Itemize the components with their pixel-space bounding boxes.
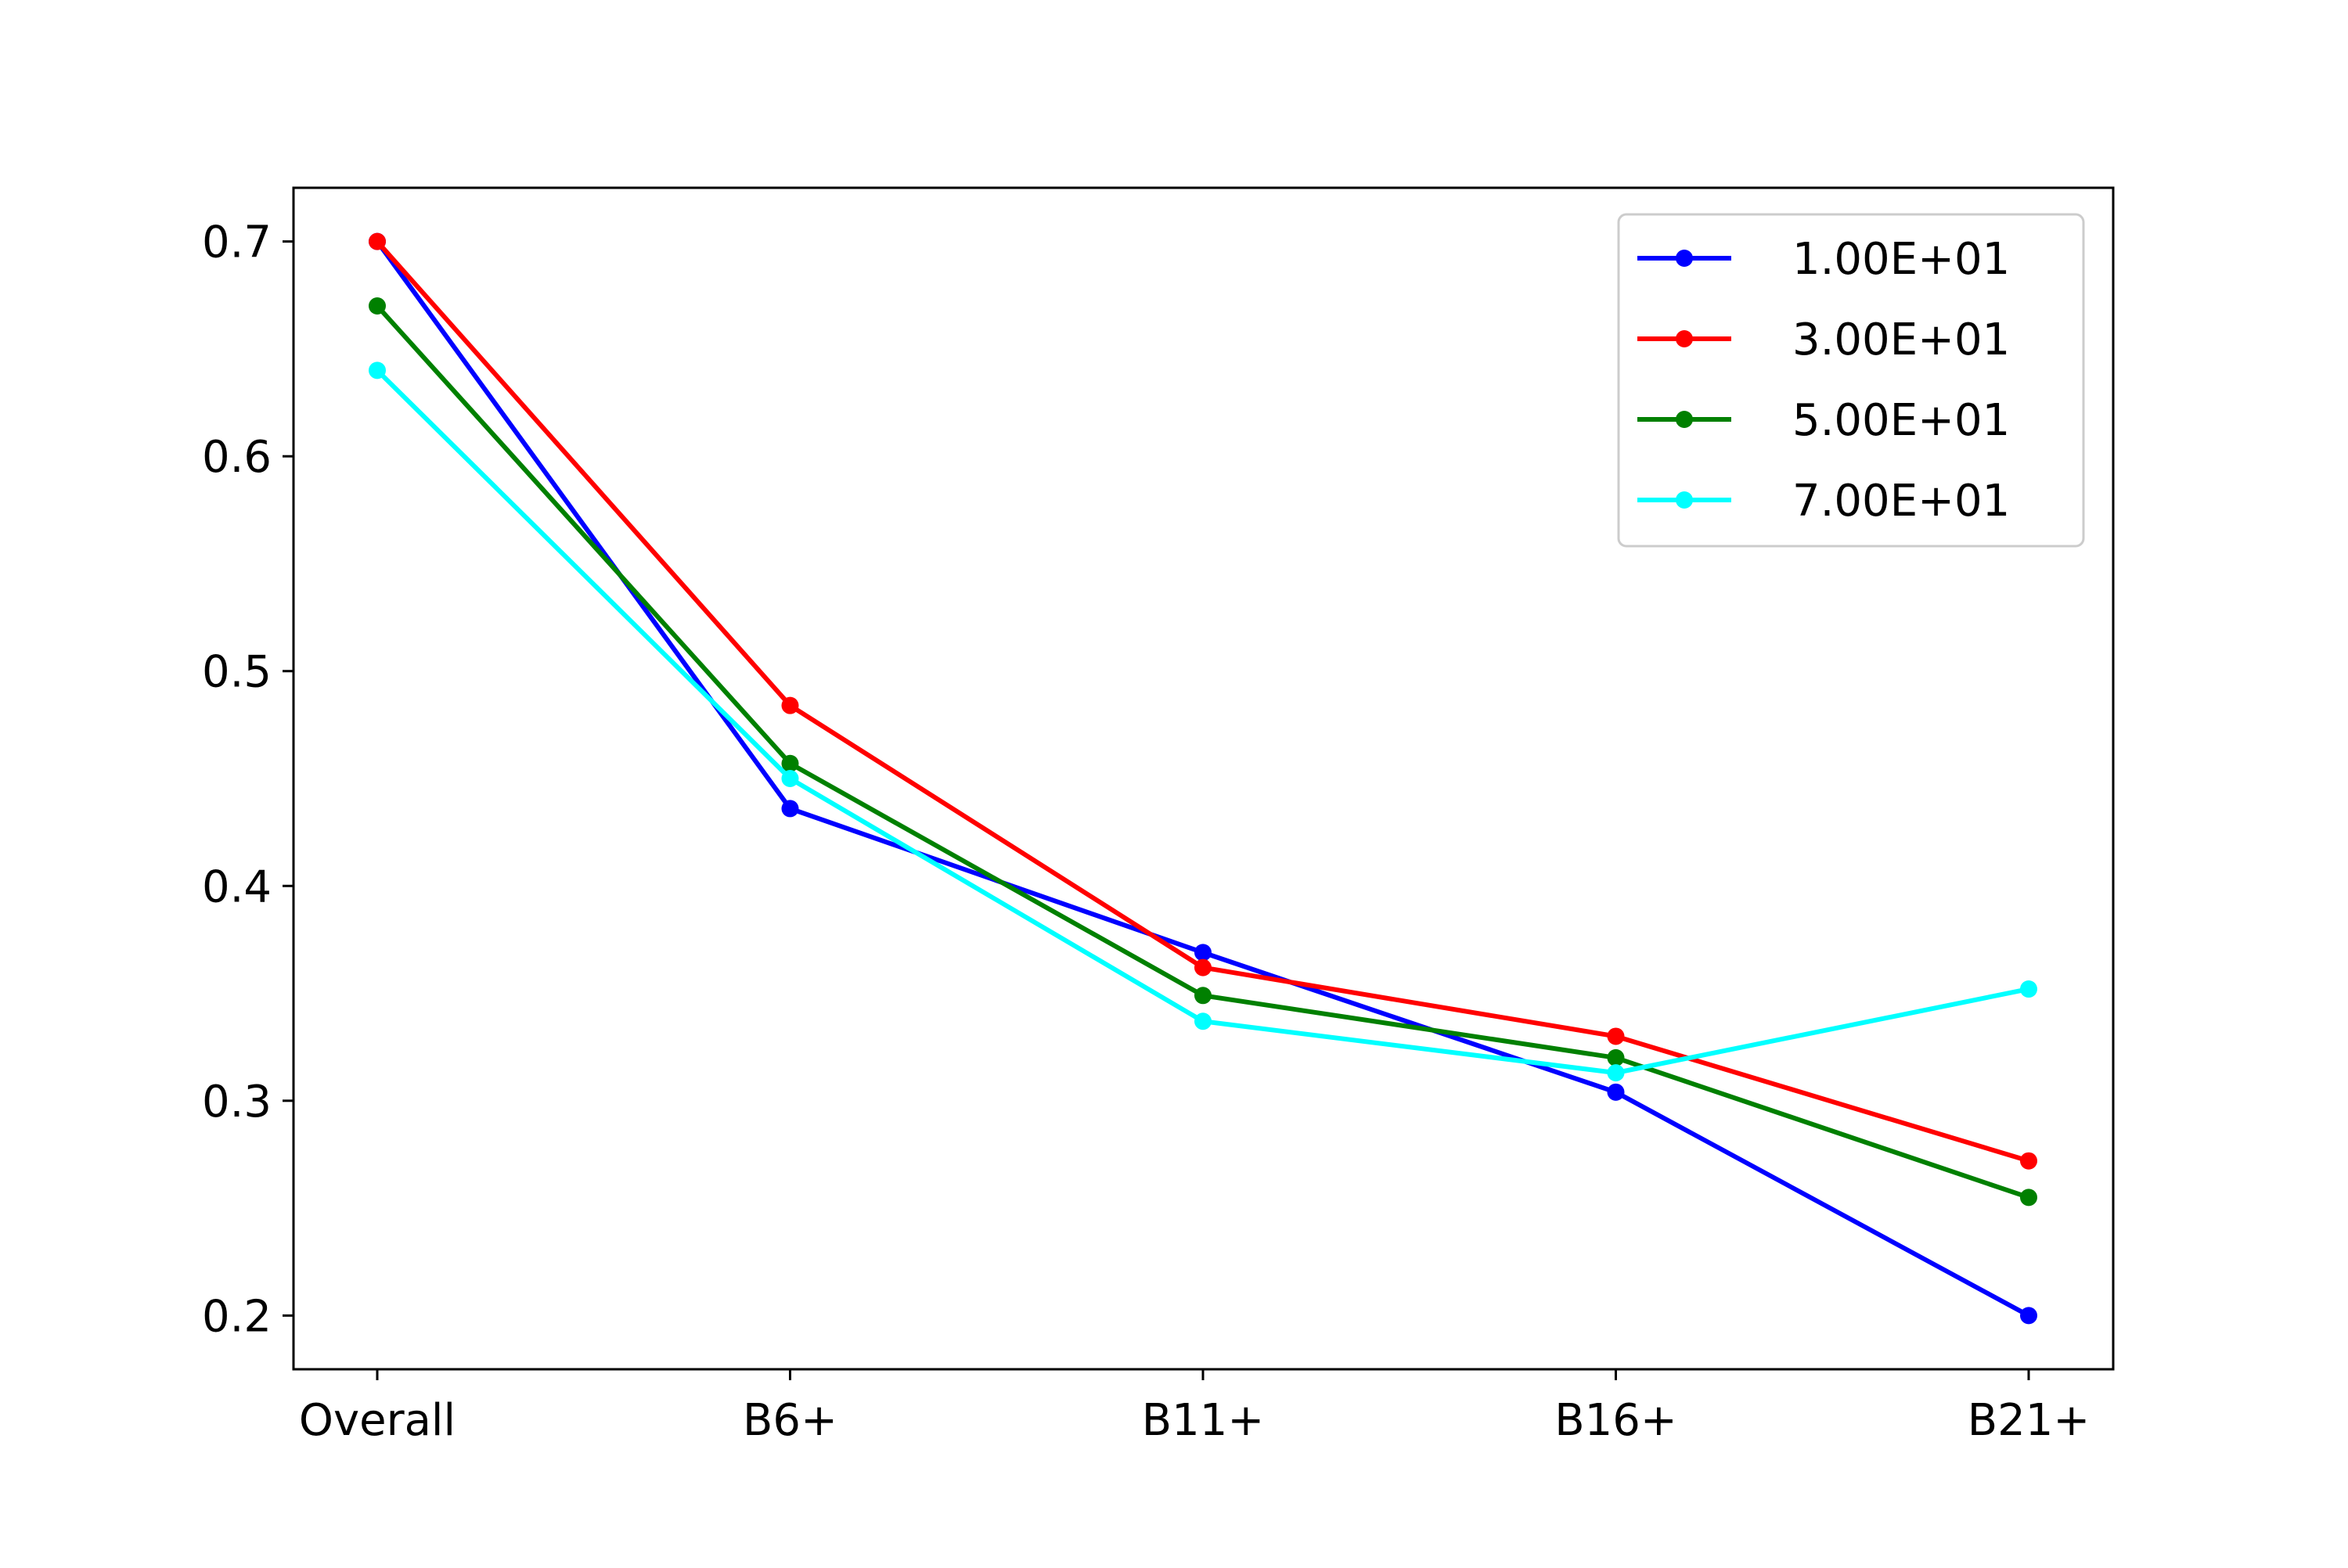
legend-entry: 5.00E+01 [1637, 395, 2010, 446]
series-4 [369, 361, 2037, 1082]
series-layer [369, 232, 2037, 1325]
x-tick-label: B21+ [1968, 1395, 2091, 1446]
data-point [781, 770, 799, 787]
data-point [1607, 1064, 1625, 1082]
data-point [369, 361, 386, 379]
data-point [1194, 1012, 1212, 1030]
legend-marker [1676, 330, 1693, 347]
legend-label: 7.00E+01 [1792, 476, 2010, 527]
legend-label: 3.00E+01 [1792, 315, 2010, 365]
data-point [1194, 958, 1212, 976]
legend-label: 1.00E+01 [1792, 234, 2010, 285]
legend-entry: 3.00E+01 [1637, 315, 2010, 365]
legend-marker [1676, 491, 1693, 509]
legend-marker [1676, 411, 1693, 428]
legend-label: 5.00E+01 [1792, 395, 2010, 446]
data-point [369, 297, 386, 315]
data-point [2020, 1307, 2037, 1325]
y-axis: 0.2 0.3 0.4 0.5 0.6 0.7 [202, 218, 294, 1342]
x-tick-label: B11+ [1142, 1395, 1265, 1446]
series-3 [369, 297, 2037, 1207]
y-tick-label: 0.5 [202, 647, 272, 698]
data-point [1607, 1048, 1625, 1066]
data-point [1194, 987, 1212, 1005]
y-tick-label: 0.7 [202, 218, 272, 268]
data-point [1607, 1083, 1625, 1101]
legend-entry: 7.00E+01 [1637, 476, 2010, 527]
x-tick-label: B6+ [743, 1395, 837, 1446]
data-point [781, 696, 799, 714]
data-point [369, 232, 386, 250]
data-point [781, 754, 799, 772]
y-tick-label: 0.4 [202, 861, 272, 912]
y-tick-label: 0.6 [202, 432, 272, 483]
x-tick-label: B16+ [1554, 1395, 1677, 1446]
y-tick-label: 0.3 [202, 1077, 272, 1127]
legend-marker [1676, 250, 1693, 267]
x-axis: Overall B6+ B11+ B16+ B21+ [299, 1369, 2090, 1446]
data-point [1194, 944, 1212, 962]
legend-box [1617, 213, 2085, 548]
legend-entry: 1.00E+01 [1637, 234, 2010, 285]
data-point [781, 800, 799, 818]
x-tick-label: Overall [299, 1395, 456, 1446]
data-point [2020, 1189, 2037, 1207]
data-point [1607, 1027, 1625, 1045]
y-tick-label: 0.2 [202, 1291, 272, 1342]
data-point [2020, 1152, 2037, 1170]
series-2 [369, 232, 2037, 1170]
legend: 1.00E+01 3.00E+01 5.00E+01 7.00E+01 [1617, 213, 2085, 548]
data-point [2020, 980, 2037, 998]
